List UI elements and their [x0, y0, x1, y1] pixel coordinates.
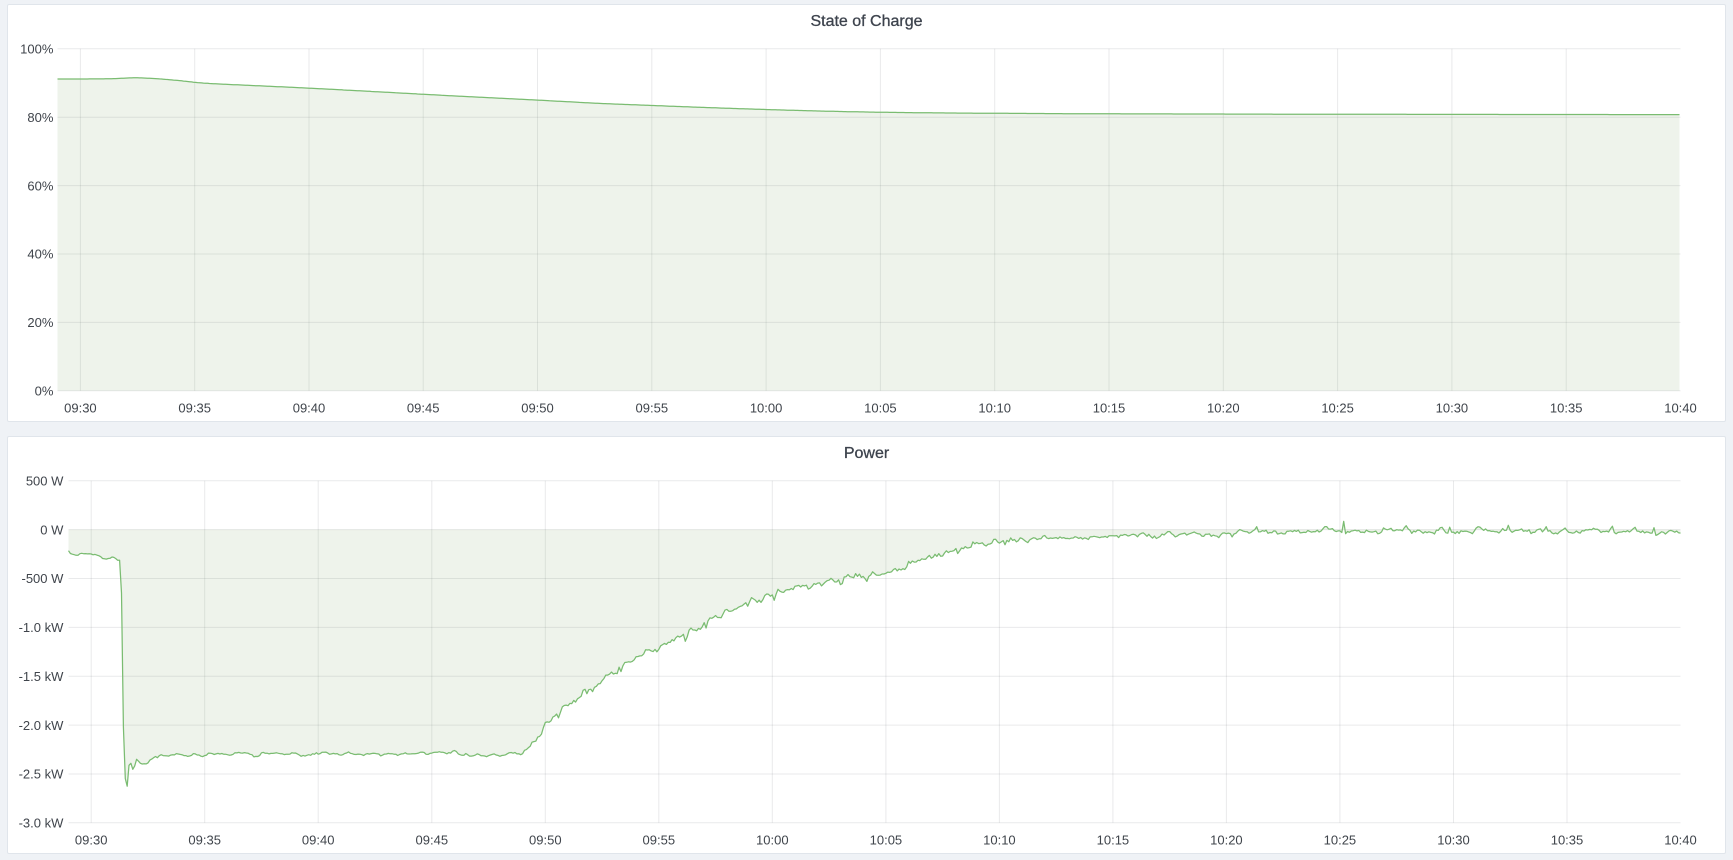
svg-text:10:00: 10:00	[750, 400, 783, 415]
svg-text:09:55: 09:55	[643, 832, 676, 847]
svg-text:09:50: 09:50	[529, 832, 562, 847]
svg-text:10:05: 10:05	[864, 400, 897, 415]
svg-text:09:30: 09:30	[64, 400, 97, 415]
svg-text:-1.5 kW: -1.5 kW	[19, 669, 65, 684]
svg-text:0%: 0%	[35, 384, 54, 399]
svg-text:80%: 80%	[27, 110, 53, 125]
svg-text:09:40: 09:40	[302, 832, 335, 847]
svg-text:10:40: 10:40	[1664, 400, 1697, 415]
svg-text:09:55: 09:55	[636, 400, 669, 415]
svg-text:-2.0 kW: -2.0 kW	[19, 718, 65, 733]
svg-text:10:35: 10:35	[1551, 832, 1584, 847]
svg-text:09:35: 09:35	[178, 400, 211, 415]
svg-text:10:40: 10:40	[1664, 832, 1697, 847]
svg-text:10:00: 10:00	[756, 832, 789, 847]
svg-text:40%: 40%	[27, 247, 53, 262]
svg-text:10:20: 10:20	[1210, 832, 1243, 847]
svg-text:0 W: 0 W	[40, 522, 64, 537]
svg-text:10:30: 10:30	[1437, 832, 1470, 847]
svg-text:10:25: 10:25	[1324, 832, 1357, 847]
svg-text:500 W: 500 W	[26, 474, 64, 489]
svg-text:-1.0 kW: -1.0 kW	[19, 620, 65, 635]
svg-text:10:35: 10:35	[1550, 400, 1583, 415]
svg-text:10:25: 10:25	[1321, 400, 1354, 415]
svg-text:10:10: 10:10	[983, 832, 1016, 847]
svg-text:10:05: 10:05	[870, 832, 903, 847]
svg-text:20%: 20%	[27, 315, 53, 330]
svg-text:10:15: 10:15	[1093, 400, 1126, 415]
svg-text:10:15: 10:15	[1097, 832, 1130, 847]
svg-text:09:30: 09:30	[75, 832, 108, 847]
svg-text:-2.5 kW: -2.5 kW	[19, 767, 65, 782]
svg-text:09:50: 09:50	[521, 400, 554, 415]
svg-text:09:35: 09:35	[188, 832, 221, 847]
svg-text:-3.0 kW: -3.0 kW	[19, 816, 65, 831]
svg-text:10:30: 10:30	[1436, 400, 1469, 415]
svg-text:60%: 60%	[27, 178, 53, 193]
svg-text:10:10: 10:10	[978, 400, 1011, 415]
svg-text:-500 W: -500 W	[21, 571, 64, 586]
svg-text:100%: 100%	[20, 42, 54, 57]
svg-text:09:45: 09:45	[416, 832, 449, 847]
svg-text:09:40: 09:40	[293, 400, 326, 415]
svg-text:10:20: 10:20	[1207, 400, 1240, 415]
svg-text:09:45: 09:45	[407, 400, 440, 415]
